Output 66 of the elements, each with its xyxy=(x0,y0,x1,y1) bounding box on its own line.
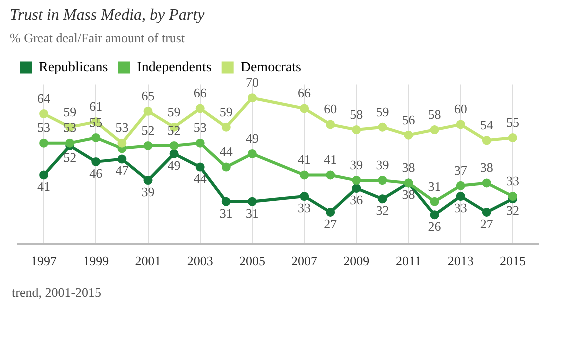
data-label: 54 xyxy=(480,118,494,133)
data-label: 55 xyxy=(506,114,520,130)
x-tick-label: 2015 xyxy=(500,254,526,269)
x-tick-label: 2005 xyxy=(239,254,266,269)
data-label: 58 xyxy=(350,106,364,122)
data-label: 49 xyxy=(246,130,259,146)
data-label: 60 xyxy=(454,102,468,117)
text: trend, 2001-2015 xyxy=(12,285,102,301)
data-label: 31 xyxy=(428,178,442,194)
data-label: 31 xyxy=(246,206,259,221)
data-label: 70 xyxy=(246,75,259,90)
data-label: 41 xyxy=(38,179,51,194)
data-label: 47 xyxy=(116,163,130,178)
data-label: 36 xyxy=(350,192,364,208)
data-label: 49 xyxy=(168,158,181,173)
data-label: 59 xyxy=(64,104,77,120)
data-label: 27 xyxy=(324,216,338,232)
data-label: 33 xyxy=(298,200,312,216)
data-label: 53 xyxy=(194,120,207,136)
data-label: 66 xyxy=(194,86,208,101)
data-label: 33 xyxy=(454,200,468,216)
data-label: 44 xyxy=(194,171,208,186)
x-tick-label: 2011 xyxy=(396,254,422,269)
data-label: 53 xyxy=(116,120,129,136)
x-tick-label: 2013 xyxy=(448,254,474,269)
data-label: 39 xyxy=(350,157,364,172)
data-label: 59 xyxy=(376,104,390,120)
legend-label: Republicans xyxy=(39,60,108,76)
data-label: 52 xyxy=(142,122,155,138)
data-label: 32 xyxy=(376,203,390,218)
data-label: 61 xyxy=(90,98,103,114)
data-label: 58 xyxy=(428,106,442,122)
data-label: 60 xyxy=(324,102,338,117)
data-label: 27 xyxy=(480,216,494,232)
data-label: 38 xyxy=(402,187,416,202)
legend-label: Democrats xyxy=(240,60,302,76)
data-label: 52 xyxy=(64,150,77,165)
data-label: 66 xyxy=(298,86,312,101)
data-label: 41 xyxy=(298,152,312,168)
chart-subtitle: % Great deal/Fair amount of trust xyxy=(10,30,186,46)
data-label: 53 xyxy=(38,120,51,136)
x-tick-label: 1999 xyxy=(83,254,110,269)
data-label: 44 xyxy=(220,144,234,160)
data-label: 31 xyxy=(220,206,233,221)
x-tick-label: 2009 xyxy=(344,254,370,269)
x-tick-label: 2001 xyxy=(135,254,162,269)
data-label: 38 xyxy=(480,160,494,176)
data-label: 38 xyxy=(402,160,416,176)
x-tick-label: 2007 xyxy=(292,254,318,269)
chart-title: Trust in Mass Media, by Party xyxy=(10,6,206,24)
data-label: 59 xyxy=(220,104,233,120)
data-label: 39 xyxy=(142,184,155,200)
x-tick-label: 1997 xyxy=(31,254,58,269)
data-label: 59 xyxy=(168,104,181,120)
data-label: 32 xyxy=(506,203,520,218)
data-label: 41 xyxy=(324,152,338,168)
legend-label: Independents xyxy=(137,60,212,76)
data-label: 46 xyxy=(90,166,104,181)
data-label: 64 xyxy=(38,90,52,106)
data-label: 26 xyxy=(428,219,442,234)
data-label: 37 xyxy=(454,162,468,178)
data-label: 39 xyxy=(376,157,390,172)
data-label: 33 xyxy=(506,173,520,188)
x-tick-label: 2003 xyxy=(187,254,214,269)
data-label: 65 xyxy=(142,88,155,104)
data-label: 56 xyxy=(402,112,416,128)
